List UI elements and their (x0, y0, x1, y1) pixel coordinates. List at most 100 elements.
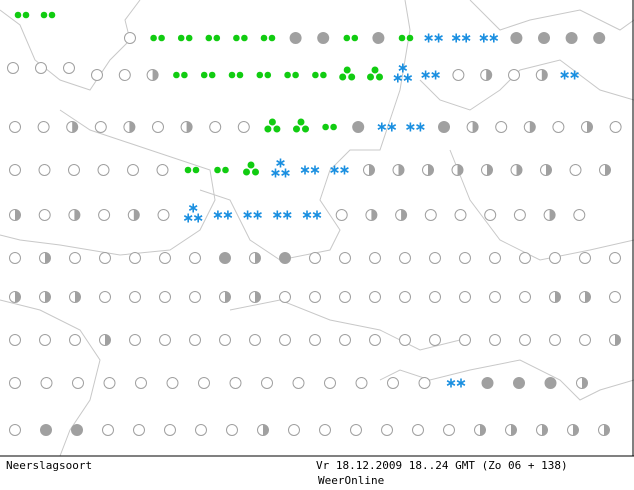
snow-stroke (310, 167, 320, 173)
dry-symbol (39, 334, 51, 346)
coastlines (0, 0, 634, 457)
overcast-symbol (438, 121, 450, 133)
cloudy-half (152, 69, 159, 81)
dry-symbol (513, 209, 526, 221)
rain-dot (208, 71, 216, 79)
rain-dot (233, 34, 240, 42)
snow-stroke (416, 124, 425, 130)
rain-dot (192, 166, 200, 174)
cloudy-half (555, 291, 561, 303)
dry-symbol (459, 334, 471, 346)
rain-dot (268, 118, 276, 126)
rain-dot (256, 71, 264, 79)
timestamp: Vr 18.12.2009 18..24 GMT (Zo 06 + 138) (316, 459, 568, 472)
dry-symbol (102, 424, 114, 436)
source: WeerOnline (318, 474, 384, 487)
dry-symbol (7, 62, 19, 74)
rain-dot (14, 11, 22, 19)
overcast-symbol (538, 32, 550, 44)
overcast-symbol (71, 424, 83, 436)
dry-symbol (135, 377, 147, 389)
snow-stroke (560, 72, 569, 78)
dry-symbol (387, 377, 399, 389)
cloudy-half (546, 164, 552, 176)
rain-dot (376, 73, 383, 81)
legend-title: Neerslagsoort (6, 459, 92, 472)
dry-symbol (37, 121, 50, 133)
rain-dot (268, 34, 276, 42)
cloudy-half (541, 69, 548, 81)
dry-symbol (549, 252, 561, 264)
cloudy-half (585, 291, 591, 303)
snow-stroke (300, 167, 310, 173)
cloudy-half (45, 252, 51, 264)
dry-symbol (124, 32, 136, 44)
dry-symbol (319, 424, 331, 436)
dry-symbol (156, 164, 169, 176)
dry-symbol (335, 209, 348, 221)
overcast-symbol (481, 377, 494, 389)
dry-symbol (198, 377, 210, 389)
dry-symbol (229, 377, 242, 389)
rain-dot (322, 123, 329, 131)
snow-stroke (273, 212, 282, 218)
dry-symbol (9, 252, 21, 264)
dry-symbol (9, 424, 21, 436)
dry-symbol (237, 121, 250, 133)
dry-symbol (279, 334, 291, 346)
rain-dot (177, 34, 185, 42)
overcast-symbol (40, 424, 52, 436)
overcast-symbol (593, 32, 606, 44)
rain-dot (297, 118, 305, 126)
snow-stroke (456, 380, 466, 386)
dry-symbol (99, 291, 111, 303)
dry-symbol (452, 69, 465, 81)
dry-symbol (399, 252, 411, 264)
overcast-symbol (565, 32, 578, 44)
rain-dot (173, 71, 180, 79)
dry-symbol (103, 377, 116, 389)
dry-symbol (429, 291, 441, 303)
dry-symbol (157, 209, 170, 221)
dry-symbol (249, 334, 261, 346)
cloudy-half (516, 164, 522, 176)
dry-symbol (9, 334, 21, 346)
snow-stroke (479, 35, 489, 41)
cloudy-half (255, 252, 261, 264)
dry-symbol (424, 209, 437, 221)
snow-stroke (403, 75, 413, 81)
dry-symbol (369, 334, 381, 346)
snow-stroke (312, 212, 322, 218)
coastline (0, 109, 216, 256)
dry-symbol (127, 164, 139, 176)
cloudy-half (371, 209, 377, 221)
dry-symbol (495, 121, 508, 133)
rain-dot (158, 34, 165, 42)
dry-symbol (159, 334, 171, 346)
overcast-symbol (289, 32, 302, 44)
rain-dot (348, 73, 356, 81)
snow-stroke (434, 35, 443, 41)
cloudy-half (263, 424, 269, 436)
cloudy-half (480, 424, 486, 436)
cloudy-half (72, 121, 78, 133)
dry-symbol (339, 252, 351, 264)
dry-symbol (369, 252, 381, 264)
snow-stroke (387, 124, 397, 130)
cloudy-half (398, 164, 404, 176)
cloudy-half (129, 121, 135, 133)
dry-symbol (195, 424, 207, 436)
dry-symbol (91, 69, 103, 81)
rain-dot (184, 166, 192, 174)
cloudy-half (401, 209, 407, 221)
snow-stroke (213, 212, 223, 218)
dry-symbol (519, 291, 531, 303)
rain-dot (351, 34, 359, 42)
rain-dot (40, 11, 48, 19)
snow-stroke (393, 75, 403, 81)
dry-symbol (484, 209, 497, 221)
snow-stroke (183, 215, 193, 221)
snow-stroke (188, 205, 198, 211)
dry-symbol (226, 424, 238, 436)
cloudy-half (105, 334, 111, 346)
